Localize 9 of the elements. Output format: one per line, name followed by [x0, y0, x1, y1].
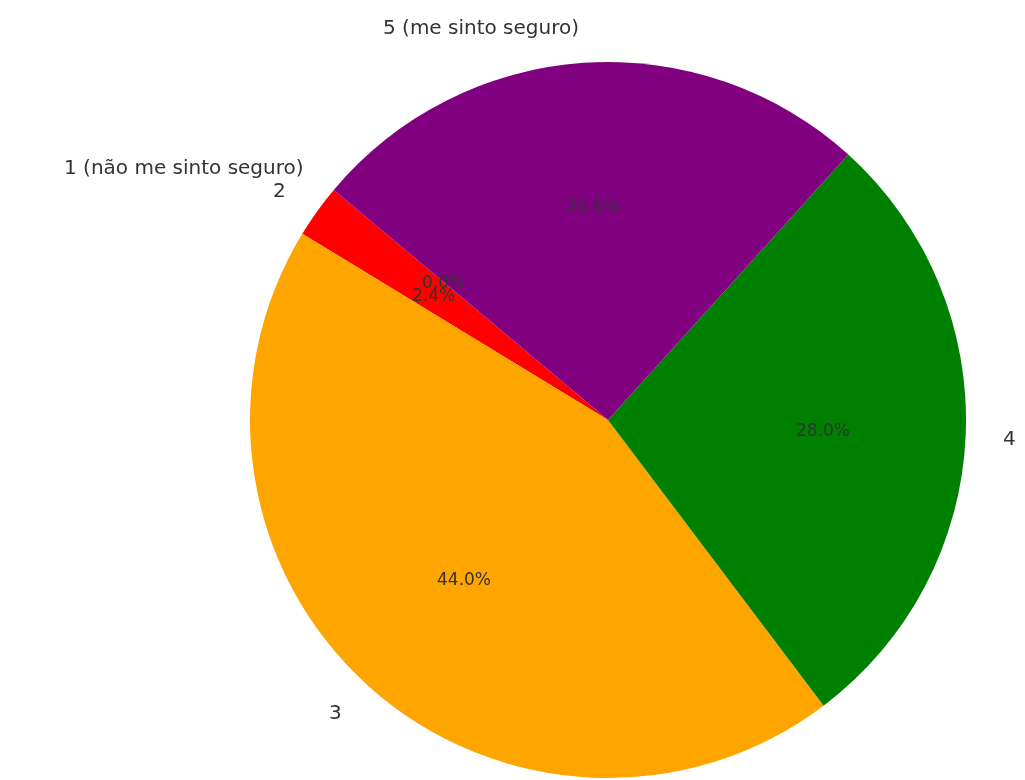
data-label: 25.6% [566, 196, 621, 216]
data-label: 28.0% [796, 420, 851, 440]
category-label: 1 (não me sinto seguro) [64, 155, 304, 179]
data-label: 44.0% [437, 569, 492, 589]
slice-label: 2 [273, 178, 286, 202]
pie-slice [333, 62, 849, 420]
slice-label: 4 [1003, 426, 1016, 450]
slice-label: 3 [329, 700, 342, 724]
slice-label: 5 (me sinto seguro) [383, 15, 580, 39]
